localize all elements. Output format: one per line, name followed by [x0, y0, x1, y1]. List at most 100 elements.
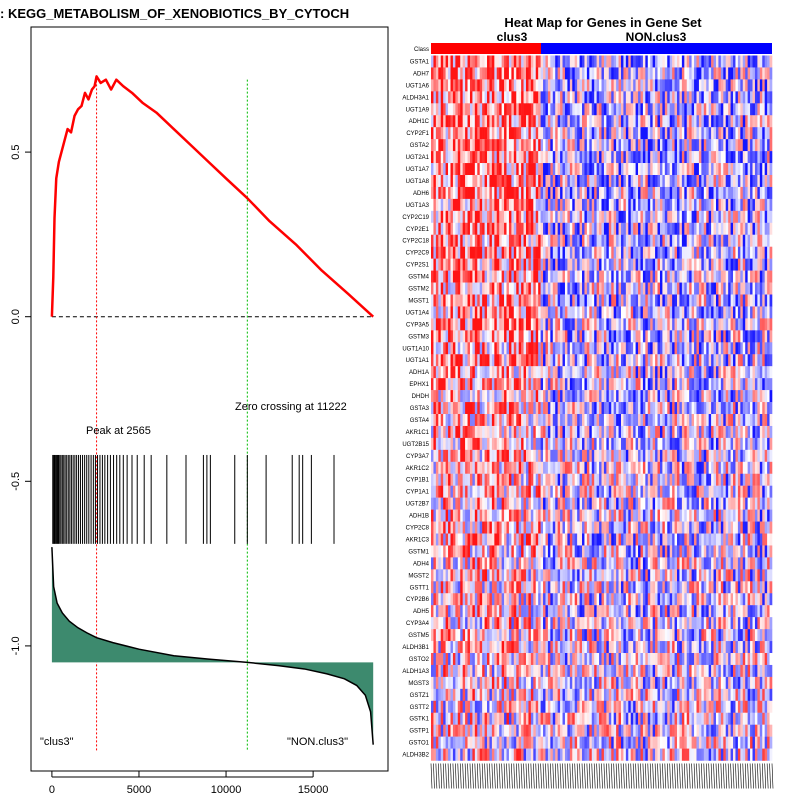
heatmap-cell [640, 198, 644, 212]
heatmap-cell [642, 139, 646, 152]
heatmap-cell [506, 175, 510, 188]
heatmap-cell [764, 151, 768, 164]
heatmap-cell [557, 330, 561, 343]
heatmap-cell [762, 366, 765, 379]
heatmap-cell [560, 366, 563, 379]
heatmap-cell [603, 186, 607, 200]
heatmap-cell [618, 79, 622, 92]
heatmap-cell [594, 390, 597, 403]
heatmap-cell [672, 198, 675, 212]
heatmap-cell [560, 175, 563, 188]
heatmap-cell [703, 186, 707, 200]
heatmap-cell [589, 449, 593, 462]
heatmap-cell [638, 175, 641, 188]
heatmap-cell [574, 67, 578, 80]
heatmap-cell [474, 127, 478, 140]
heatmap-cell [564, 127, 568, 140]
heatmap-cell [601, 222, 605, 235]
heatmap-cell [698, 437, 702, 451]
heatmap-cell [757, 306, 761, 319]
heatmap-cell [645, 402, 649, 415]
heatmap-cell [450, 79, 454, 92]
heatmap-cell [467, 115, 471, 128]
heatmap-cell [535, 437, 539, 451]
heatmap-cell [582, 127, 585, 140]
heatmap-cell [572, 330, 576, 343]
heatmap-cell [672, 91, 675, 104]
heatmap-cell [450, 318, 454, 331]
heatmap-cell [562, 163, 566, 176]
heatmap-cell [757, 330, 761, 343]
heatmap-cell [523, 222, 527, 235]
heatmap-cell [742, 79, 746, 92]
heatmap-cell [713, 306, 717, 319]
heatmap-cell [582, 79, 585, 92]
heatmap-cell [482, 91, 485, 104]
heatmap-cell [689, 342, 692, 355]
heatmap-cell [433, 103, 437, 116]
heatmap-cell [601, 366, 605, 379]
heatmap-cell [540, 402, 544, 415]
heatmap-cell [640, 91, 644, 104]
heatmap-cell [764, 139, 768, 152]
heatmap-cell [750, 390, 753, 403]
heatmap-cell [433, 342, 437, 355]
heatmap-cell [567, 270, 571, 283]
heatmap-cell [659, 115, 663, 128]
heatmap-cell [445, 294, 449, 307]
heatmap-cell [584, 294, 588, 307]
heatmap-cell [620, 282, 624, 295]
heatmap-cell [640, 461, 644, 474]
heatmap-cell [723, 79, 727, 92]
heatmap-cell [543, 414, 546, 427]
heatmap-cell [672, 342, 675, 355]
heatmap-cell [650, 67, 653, 80]
heatmap-cell [467, 163, 471, 176]
heatmap-cell [664, 246, 668, 259]
heatmap-cell [557, 55, 561, 68]
heatmap-cell [657, 282, 661, 295]
heatmap-cell [489, 258, 493, 271]
heatmap-cell [718, 414, 722, 427]
heatmap-cell [586, 354, 590, 367]
heatmap-cell [538, 198, 541, 212]
heatmap-cell [550, 366, 554, 379]
heatmap-cell [694, 91, 697, 104]
heatmap-cell [767, 378, 770, 391]
heatmap-cell [513, 79, 517, 92]
heatmap-cell [747, 163, 751, 176]
heatmap-cell [620, 186, 624, 200]
heatmap-cell [487, 414, 490, 427]
heatmap-cell [513, 175, 517, 188]
heatmap-cell [750, 222, 753, 235]
heatmap-cell [516, 210, 519, 223]
heatmap-cell [701, 354, 705, 367]
heatmap-cell [594, 139, 597, 152]
heatmap-cell [696, 306, 700, 319]
heatmap-cell [543, 449, 546, 462]
heatmap-cell [698, 79, 702, 92]
heatmap-cell [477, 186, 481, 200]
heatmap-cell [728, 163, 731, 176]
heatmap-cell [540, 91, 544, 104]
heatmap-cell [652, 414, 656, 427]
heatmap-cell [684, 306, 688, 319]
heatmap-cell [469, 390, 473, 403]
heatmap-cell [633, 449, 636, 462]
heatmap-cell [686, 67, 690, 80]
heatmap-cell [674, 258, 678, 271]
heatmap-cell [603, 210, 607, 223]
heatmap-cell [596, 258, 600, 271]
heatmap-cell [723, 330, 727, 343]
heatmap-cell [667, 342, 670, 355]
heatmap-cell [521, 270, 524, 283]
heatmap-cell [618, 246, 622, 259]
heatmap-cell [694, 79, 697, 92]
heatmap-cell [579, 91, 583, 104]
heatmap-cell [659, 67, 663, 80]
heatmap-cell [672, 67, 675, 80]
heatmap-cell [521, 222, 524, 235]
heatmap-cell [630, 91, 634, 104]
heatmap-cell [599, 198, 602, 212]
heatmap-cell [750, 270, 753, 283]
